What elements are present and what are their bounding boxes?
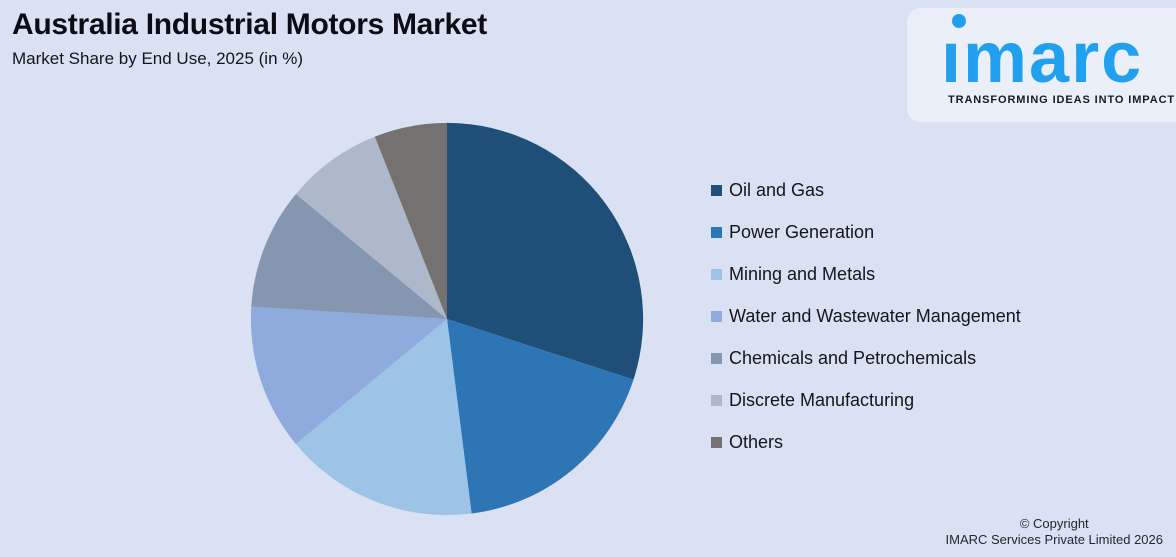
legend-item-power-generation: Power Generation [711,211,1021,253]
pie-slice-water-and-wastewater-management [250,306,447,444]
legend-label: Oil and Gas [729,179,825,200]
copyright-notice: © Copyright IMARC Services Private Limit… [946,516,1163,548]
imarc-logo-tagline: TRANSFORMING IDEAS INTO IMPACT [948,94,1176,106]
legend-label: Discrete Manufacturing [729,389,915,410]
pie-slice-discrete-manufacturing [295,136,447,319]
imarc-logo: ımarc TRANSFORMING IDEAS INTO IMPACT [907,8,1176,122]
pie-slice-oil-and-gas [447,122,644,380]
chart-header: Australia Industrial Motors Market Marke… [12,8,487,69]
legend-swatch-icon [711,310,722,322]
pie-slice-power-generation [447,319,634,514]
page-subtitle: Market Share by End Use, 2025 (in %) [12,49,304,68]
legend-label: Others [729,431,784,452]
pie-chart [250,122,644,516]
pie-slice-others [374,122,447,319]
legend-item-mining-and-metals: Mining and Metals [711,253,1021,295]
legend-item-discrete-manufacturing: Discrete Manufacturing [711,379,1021,421]
pie-slice-mining-and-metals [295,319,472,516]
imarc-logo-i-dot-icon [952,14,966,28]
legend-item-oil-and-gas: Oil and Gas [711,169,1021,211]
legend-swatch-icon [711,184,722,196]
legend-item-others: Others [711,421,1021,463]
legend-swatch-icon [711,268,722,280]
copyright-line-2: IMARC Services Private Limited 2026 [945,532,1163,547]
legend-item-water-and-wastewater-management: Water and Wastewater Management [711,295,1021,337]
chart-legend: Oil and Gas Power Generation Mining and Me… [711,169,1021,463]
legend-label: Power Generation [729,221,875,242]
legend-swatch-icon [711,226,722,238]
legend-label: Chemicals and Petrochemicals [729,347,977,368]
pie-slice-chemicals-and-petrochemicals [251,194,447,319]
imarc-logo-text: ımarc [941,18,1144,98]
legend-label: Water and Wastewater Management [729,305,1021,326]
legend-swatch-icon [711,394,722,406]
copyright-line-1: © Copyright [1019,516,1089,531]
page-title: Australia Industrial Motors Market [12,8,487,41]
legend-swatch-icon [711,352,722,364]
legend-label: Mining and Metals [729,263,876,284]
legend-item-chemicals-and-petrochemicals: Chemicals and Petrochemicals [711,337,1021,379]
legend-swatch-icon [711,436,722,448]
